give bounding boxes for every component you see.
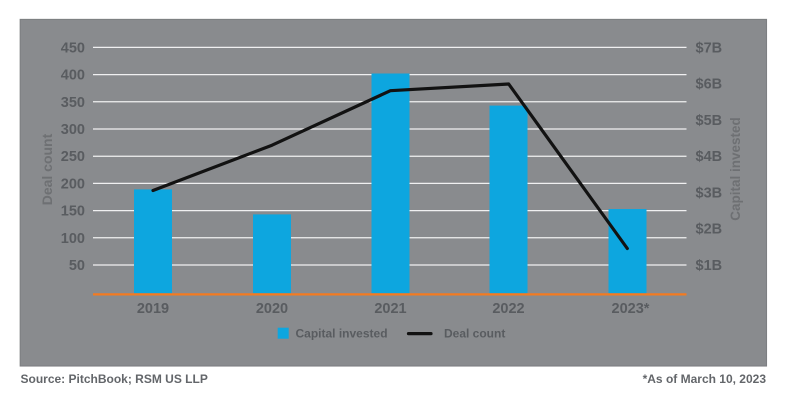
svg-text:*As of March 10, 2023: *As of March 10, 2023 [643, 372, 767, 386]
svg-text:2023*: 2023* [612, 301, 650, 317]
svg-text:$7B: $7B [696, 40, 723, 56]
svg-text:350: 350 [61, 95, 85, 111]
svg-text:2021: 2021 [374, 301, 406, 317]
svg-text:450: 450 [61, 40, 85, 56]
svg-text:300: 300 [61, 122, 85, 138]
svg-text:150: 150 [61, 204, 85, 220]
svg-text:$2B: $2B [696, 222, 723, 238]
svg-text:Capital invested: Capital invested [728, 117, 743, 221]
svg-text:$6B: $6B [696, 77, 723, 93]
svg-text:$4B: $4B [696, 149, 723, 165]
svg-text:250: 250 [61, 149, 85, 165]
svg-text:$5B: $5B [696, 113, 723, 129]
svg-text:100: 100 [61, 231, 85, 247]
svg-text:400: 400 [61, 68, 85, 84]
svg-text:2019: 2019 [137, 301, 169, 317]
svg-text:Source: PitchBook; RSM US LLP: Source: PitchBook; RSM US LLP [21, 372, 208, 386]
svg-text:$3B: $3B [696, 185, 723, 201]
svg-text:2022: 2022 [492, 301, 524, 317]
svg-text:2020: 2020 [256, 301, 288, 317]
svg-text:$1B: $1B [696, 258, 723, 274]
svg-text:Deal count: Deal count [444, 326, 505, 340]
svg-text:200: 200 [61, 176, 85, 192]
svg-text:Deal count: Deal count [39, 133, 55, 205]
svg-text:Capital invested: Capital invested [296, 326, 388, 340]
svg-text:50: 50 [69, 258, 85, 274]
